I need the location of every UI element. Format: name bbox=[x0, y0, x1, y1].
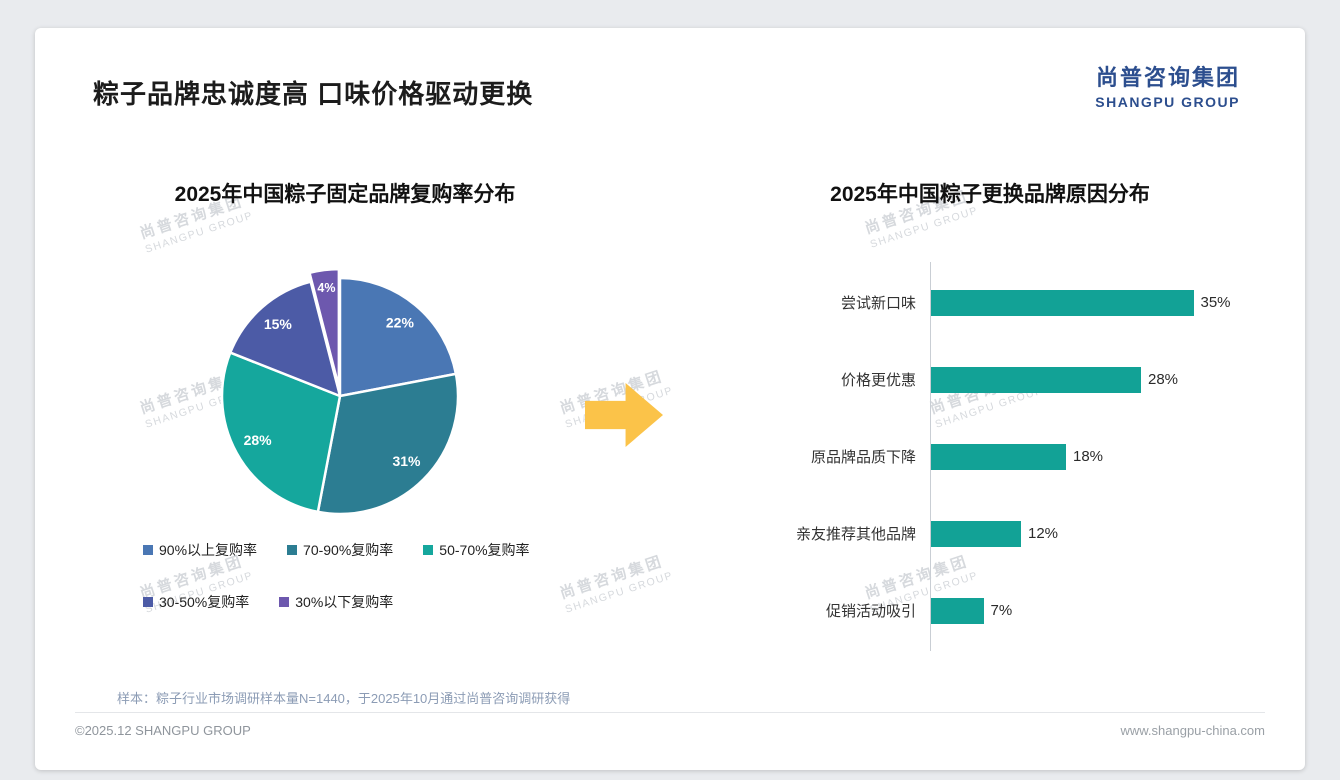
bar bbox=[931, 289, 1194, 316]
legend-swatch bbox=[423, 545, 434, 555]
bar-value-label: 35% bbox=[1200, 294, 1231, 311]
bar-category-label: 促销活动吸引 bbox=[825, 603, 916, 620]
bar-value-label: 28% bbox=[1148, 371, 1179, 388]
legend-item: 50-70%复购率 bbox=[423, 540, 530, 560]
legend-label: 50-70%复购率 bbox=[439, 542, 530, 558]
bar-value-label: 7% bbox=[990, 602, 1013, 619]
bar-row: 价格更优惠 28% bbox=[750, 341, 1270, 418]
website-url: www.shangpu-china.com bbox=[1120, 723, 1265, 738]
report-card: 尚普咨询集团 SHANGPU GROUP 尚普咨询集团 SHANGPU GROU… bbox=[35, 28, 1305, 770]
legend-row: 90%以上复购率 70-90%复购率 50-70%复购率 bbox=[143, 540, 633, 560]
legend-label: 70-90%复购率 bbox=[303, 542, 394, 558]
legend-row: 30-50%复购率 30%以下复购率 bbox=[143, 592, 633, 612]
pie-slice bbox=[308, 267, 341, 389]
logo-cn-text: 尚普咨询集团 bbox=[1095, 65, 1240, 90]
bar-chart-axis bbox=[930, 262, 931, 651]
company-logo: 尚普咨询集团 SHANGPU GROUP bbox=[1095, 60, 1240, 110]
pie-data-label: 4% bbox=[317, 281, 335, 295]
legend-swatch bbox=[287, 545, 298, 555]
footer: ©2025.12 SHANGPU GROUP www.shangpu-china… bbox=[75, 712, 1265, 738]
bar-chart-title: 2025年中国粽子更换品牌原因分布 bbox=[830, 183, 1150, 206]
logo-en-text: SHANGPU GROUP bbox=[1095, 94, 1240, 110]
legend-item: 30%以下复购率 bbox=[279, 592, 393, 612]
legend-label: 30-50%复购率 bbox=[159, 594, 250, 610]
bar-category-label: 价格更优惠 bbox=[840, 372, 916, 389]
bar-category-label: 尝试新口味 bbox=[840, 295, 916, 312]
pie-slice bbox=[338, 276, 458, 398]
bar-category-label: 原品牌品质下降 bbox=[810, 449, 916, 466]
bar-value-label: 18% bbox=[1073, 448, 1104, 465]
legend-label: 30%以下复购率 bbox=[295, 594, 394, 610]
pie-legend: 90%以上复购率 70-90%复购率 50-70%复购率 30-50%复购率 30%以下… bbox=[143, 540, 633, 644]
bar bbox=[931, 443, 1066, 470]
pie-slice bbox=[220, 351, 342, 514]
bar bbox=[931, 520, 1021, 547]
copyright-text: ©2025.12 SHANGPU GROUP bbox=[75, 723, 251, 738]
bar bbox=[931, 597, 984, 624]
bar-chart: 尝试新口味 35% 价格更优惠 28% 原品牌品质下降 18% 亲友推荐其他品牌 12% 促销活… bbox=[750, 262, 1270, 651]
bar-row: 促销活动吸引 7% bbox=[750, 572, 1270, 649]
pie-data-label: 31% bbox=[392, 453, 421, 469]
sample-note: 样本：粽子行业市场调研样本量N=1440，于2025年10月通过尚普咨询调研获得 bbox=[117, 691, 571, 706]
bar-row: 尝试新口味 35% bbox=[750, 264, 1270, 341]
legend-item: 90%以上复购率 bbox=[143, 540, 257, 560]
legend-item: 30-50%复购率 bbox=[143, 592, 249, 612]
pie-slice bbox=[316, 372, 460, 516]
legend-swatch bbox=[143, 545, 153, 555]
pie-chart: 22% 31% 28% 15% 4% bbox=[220, 267, 460, 516]
pie-data-label: 28% bbox=[244, 432, 273, 448]
right-arrow-icon bbox=[585, 383, 663, 447]
pie-slice bbox=[229, 280, 342, 398]
pie-chart-title: 2025年中国粽子固定品牌复购率分布 bbox=[174, 183, 516, 206]
bar-category-label: 亲友推荐其他品牌 bbox=[795, 526, 916, 543]
legend-item: 70-90%复购率 bbox=[287, 540, 393, 560]
pie-data-label: 22% bbox=[386, 314, 415, 330]
legend-label: 90%以上复购率 bbox=[159, 542, 258, 558]
pie-data-label: 15% bbox=[264, 316, 293, 332]
bar bbox=[931, 366, 1141, 393]
pie-chart-area: 22% 31% 28% 15% 4% bbox=[190, 246, 490, 546]
bar-row: 原品牌品质下降 18% bbox=[750, 418, 1270, 495]
legend-swatch bbox=[143, 597, 153, 607]
bar-row: 亲友推荐其他品牌 12% bbox=[750, 495, 1270, 572]
page-title: 粽子品牌忠诚度高 口味价格驱动更换 bbox=[93, 79, 534, 109]
legend-swatch bbox=[279, 597, 290, 607]
bar-value-label: 12% bbox=[1028, 525, 1059, 542]
